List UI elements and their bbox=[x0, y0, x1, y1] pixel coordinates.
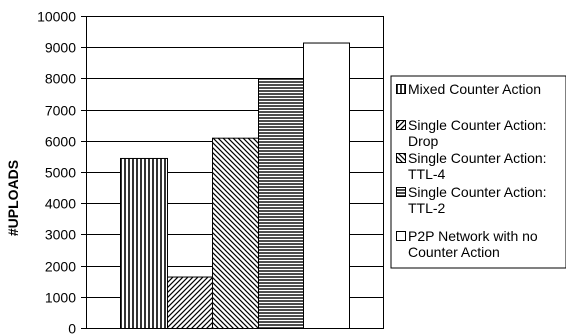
bar-3 bbox=[212, 137, 259, 329]
legend-label: Single Counter Action: bbox=[408, 150, 547, 166]
legend-label: Counter Action bbox=[408, 244, 500, 260]
y-tick-label: 4000 bbox=[45, 196, 76, 212]
y-tick-label: 2000 bbox=[45, 259, 76, 275]
legend-swatch bbox=[396, 120, 406, 130]
legend-item: Mixed Counter Action bbox=[396, 81, 541, 97]
y-tick-label: 10000 bbox=[37, 9, 76, 25]
legend-item: Single Counter Action:TTL-4 bbox=[396, 150, 547, 182]
legend-label: Single Counter Action: bbox=[408, 184, 547, 200]
y-tick-labels: 0 1000 2000 3000 4000 5000 6000 7000 8000 9000 100… bbox=[37, 9, 86, 334]
y-tick-label: 9000 bbox=[45, 40, 76, 56]
y-tick-label: 1000 bbox=[45, 290, 76, 306]
legend-label: P2P Network with no bbox=[408, 228, 538, 244]
legend-swatch bbox=[396, 231, 406, 241]
y-tick-label: 0 bbox=[68, 321, 76, 334]
legend-label: TTL-2 bbox=[408, 200, 446, 216]
legend-swatch bbox=[396, 84, 406, 94]
y-axis-title: #UPLOADS bbox=[5, 160, 21, 236]
legend-swatch bbox=[396, 187, 406, 197]
y-tick-label: 5000 bbox=[45, 165, 76, 181]
y-tick-label: 6000 bbox=[45, 134, 76, 150]
legend-label: Mixed Counter Action bbox=[408, 81, 541, 97]
axes bbox=[86, 16, 384, 329]
legend-label: Single Counter Action: bbox=[408, 117, 547, 133]
legend-item: Single Counter Action:Drop bbox=[396, 117, 547, 149]
bar-5 bbox=[303, 42, 350, 330]
legend-box bbox=[390, 75, 566, 269]
y-tick-label: 3000 bbox=[45, 227, 76, 243]
y-tick-label: 8000 bbox=[45, 71, 76, 87]
y-tick-label: 7000 bbox=[45, 103, 76, 119]
legend: Mixed Counter Action Single Counter Actio… bbox=[390, 75, 566, 269]
bars bbox=[120, 42, 350, 330]
bar-1 bbox=[120, 157, 168, 329]
legend-label: TTL-4 bbox=[408, 166, 446, 182]
bar-2 bbox=[167, 276, 213, 329]
legend-label: Drop bbox=[408, 133, 439, 149]
legend-item: Single Counter Action:TTL-2 bbox=[396, 184, 547, 216]
legend-swatch bbox=[396, 153, 406, 163]
bar-4 bbox=[258, 78, 304, 330]
